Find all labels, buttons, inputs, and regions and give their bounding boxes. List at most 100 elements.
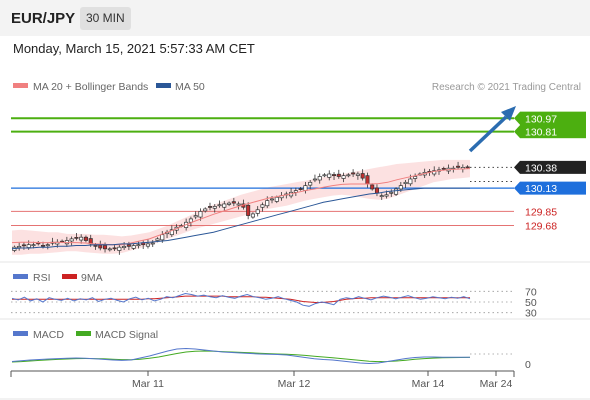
candle-body	[317, 176, 322, 181]
support-level-label: 129.85	[525, 206, 557, 218]
ma50-line	[11, 187, 470, 250]
candle-body	[150, 242, 155, 245]
candle-body	[341, 175, 346, 179]
x-axis: Mar 11 Mar 12 Mar 14 Mar 24	[10, 370, 515, 390]
candle-body	[198, 211, 203, 218]
candle-body	[265, 200, 270, 207]
candle-body	[308, 181, 313, 186]
candle-body	[360, 173, 365, 179]
resistance-tag-block	[520, 111, 586, 139]
candle-body	[250, 213, 255, 218]
candle-body	[236, 203, 241, 206]
candle-body	[327, 173, 332, 178]
ma50-level-tag	[514, 181, 586, 195]
macd-zero-label: 0	[525, 359, 531, 371]
rsi-tick-label: 70	[525, 286, 537, 298]
moving-averages	[11, 168, 471, 250]
candle-body	[332, 174, 337, 177]
candle-body	[17, 245, 22, 249]
arrow-head	[501, 106, 516, 121]
current-level-tag	[514, 160, 586, 174]
candle-body	[93, 244, 98, 247]
candle-body	[365, 175, 370, 185]
candle-body	[398, 185, 403, 190]
candle-body	[131, 245, 136, 249]
candle-body	[303, 185, 308, 191]
candle-body	[379, 195, 384, 197]
candle-body	[408, 178, 413, 185]
candle-body	[74, 237, 79, 239]
arrow-shaft	[468, 115, 508, 153]
candle-body	[112, 247, 117, 250]
candle-body	[79, 236, 84, 241]
rsi-tick-label: 50	[525, 297, 537, 309]
header-bar: EUR/JPY 30 MIN	[0, 0, 590, 36]
ma20-legend-swatch	[13, 83, 28, 88]
candle-body	[136, 244, 141, 247]
rsi-legend-label: RSI	[33, 272, 51, 284]
candle-body	[26, 244, 31, 248]
candle-body	[260, 204, 265, 208]
candle-body	[212, 206, 217, 209]
candle-body	[441, 167, 446, 170]
candle-body	[231, 201, 236, 204]
candle-body	[465, 166, 470, 169]
rsi-line	[11, 292, 471, 307]
candle-body	[394, 188, 399, 195]
candle-body	[355, 173, 360, 176]
candle-body	[193, 215, 198, 218]
candle-body	[145, 243, 150, 247]
candle-body	[432, 170, 437, 175]
ma50-legend-swatch	[156, 83, 171, 88]
candle-body	[374, 187, 379, 194]
candle-body	[31, 244, 36, 247]
timestamp: Monday, March 15, 2021 5:57:33 AM CET	[13, 41, 255, 56]
candle-body	[98, 244, 103, 249]
candle-body	[456, 165, 461, 168]
x-axis-label: Mar 12	[278, 378, 311, 390]
instrument-title: EUR/JPY	[11, 10, 76, 27]
ma20-line	[11, 168, 471, 246]
candle-body	[126, 244, 131, 247]
candle-body	[160, 234, 165, 241]
x-axis-label: Mar 24	[480, 378, 513, 390]
resistance-level-label: 130.97	[525, 113, 557, 125]
candle-body	[21, 244, 26, 247]
candle-body	[227, 202, 232, 205]
candle-body	[370, 184, 375, 190]
ma20-legend-label: MA 20 + Bollinger Bands	[33, 81, 148, 93]
macd-legend-label: MACD	[33, 329, 64, 341]
x-axis-label: Mar 14	[412, 378, 445, 390]
candle-body	[384, 194, 389, 197]
candle-body	[389, 191, 394, 194]
projection-arrow	[468, 106, 516, 153]
candle-body	[40, 244, 46, 247]
interval-button[interactable]: 30 MIN	[80, 7, 131, 30]
candle-body	[255, 209, 260, 214]
candle-body	[351, 172, 356, 175]
rsi-ma-legend-label: 9MA	[81, 272, 103, 284]
candle-body	[169, 229, 174, 236]
resistance-level-label: 130.81	[525, 127, 557, 139]
candle-body	[155, 238, 160, 241]
candle-body	[217, 204, 222, 207]
x-axis-label: Mar 11	[132, 378, 164, 390]
ma50-legend-label: MA 50	[175, 81, 205, 93]
credit-text: Research © 2021 Trading Central	[432, 82, 581, 93]
candle-body	[322, 174, 327, 177]
macd-line	[11, 347, 471, 365]
candle-body	[207, 206, 213, 208]
candle-body	[203, 208, 208, 212]
candle-body	[346, 174, 351, 177]
rsi-ma-legend-swatch	[62, 274, 77, 279]
support-level-label: 129.68	[525, 221, 557, 233]
candle-body	[336, 173, 341, 177]
candle-body	[413, 176, 418, 179]
candle-body	[117, 246, 122, 251]
candle-body	[222, 203, 227, 208]
current-level-label: 130.38	[525, 162, 557, 174]
macd-legend-swatch	[13, 331, 28, 336]
level-labels: 130.38 130.13 129.85 129.68 130.81 130.97	[514, 111, 586, 233]
